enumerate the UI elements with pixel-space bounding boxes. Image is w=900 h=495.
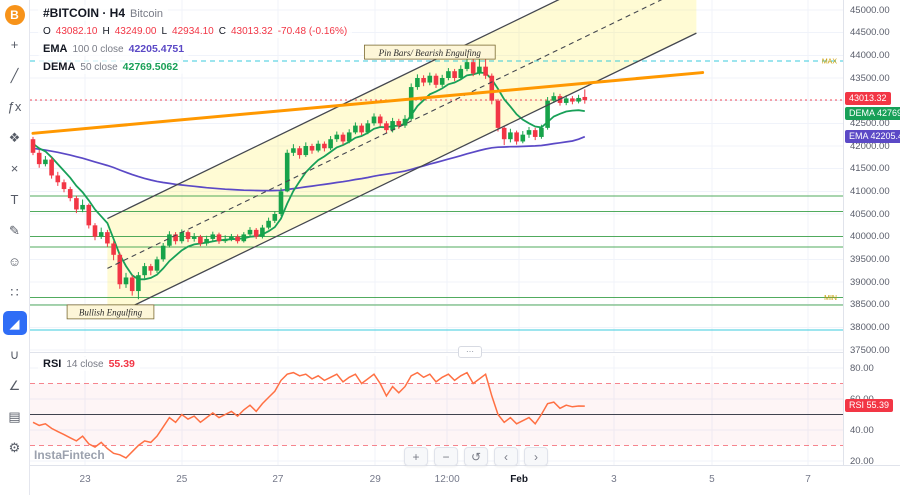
text-tool-icon[interactable]: T (10, 191, 19, 207)
rsi-axis-label: 20.00 (850, 455, 874, 467)
left-toolbar: B + ╱ ƒx ❖ × T ✎ ☺ ∷ ◢ ∪ ∠ ▤ ⚙ (0, 0, 30, 495)
price-axis-label: 40500.00 (850, 208, 890, 220)
price-axis-label: 41500.00 (850, 163, 890, 175)
time-axis-label: Feb (510, 474, 528, 485)
time-axis-label: 3 (611, 474, 617, 485)
pan-right-button[interactable]: › (524, 447, 548, 466)
rsi-axis-label: 60.00 (850, 394, 874, 405)
symbol-description: Bitcoin (130, 8, 164, 20)
price-pane: MAX MIN Pin Bars/ Bearish Engulfing Bullish… (30, 0, 843, 352)
low-value: 42934.10 (172, 26, 214, 37)
price-axis-label: 45000.00 (850, 4, 890, 16)
time-axis[interactable]: 23 25 27 29 12:00 Feb 3 5 7 (30, 465, 900, 495)
rsi-axis-label: 80.00 (850, 362, 874, 374)
ema-price-tag: EMA 42205.48 (845, 129, 900, 143)
high-label: H (102, 26, 110, 37)
change-value: -70.48 (-0.16%) (277, 26, 348, 37)
max-marker: MAX (822, 58, 838, 65)
channel-fill (107, 0, 697, 319)
last-price-tag: 43013.32 (845, 92, 891, 106)
brush-tool-icon[interactable]: ✎ (9, 222, 20, 238)
measure-tool-icon[interactable]: ◢ (2, 311, 27, 335)
ema-line (32, 135, 586, 192)
rsi-params: 14 close (66, 359, 104, 370)
zoom-in-button[interactable]: + (404, 447, 428, 466)
candlestick-series (30, 54, 588, 300)
ema-name: EMA (43, 43, 68, 55)
dema-indicator-row[interactable]: DEMA 50 close 42769.5062 (38, 60, 184, 74)
time-axis-label: 29 (369, 474, 381, 485)
time-axis-label: 7 (805, 474, 811, 485)
angle-tool-icon[interactable]: ∠ (8, 377, 21, 393)
rsi-axis-label: 40.00 (850, 424, 874, 436)
bars-pattern-tool-icon[interactable]: ∷ (10, 284, 19, 300)
rsi-value: 55.39 (108, 358, 135, 370)
close-label: C (218, 26, 226, 37)
zoom-out-button[interactable]: − (434, 447, 458, 466)
price-axis-label: 41000.00 (850, 185, 890, 197)
rsi-value-tag: RSI 55.39 (845, 399, 894, 413)
price-axis-label: 39000.00 (850, 276, 890, 288)
ohlc-row: O 43082.10 H 43249.00 L 42934.10 C 43013… (38, 25, 353, 38)
ema-params: 100 0 close (72, 44, 124, 55)
rsi-indicator-row[interactable]: RSI 14 close 55.39 (38, 357, 140, 375)
time-axis-label: 25 (176, 474, 188, 485)
price-axis-label: 38000.00 (850, 321, 890, 333)
chart-nav-controls: + − ↺ ‹ › (404, 447, 548, 466)
dema-value: 42769.5062 (122, 61, 179, 73)
annotation-pin-bars-bearish-engulfing[interactable]: Pin Bars/ Bearish Engulfing (363, 44, 496, 60)
object-tree-icon[interactable]: ▤ (8, 408, 21, 424)
price-axis-label: 44000.00 (850, 49, 890, 61)
pane-resize-handle[interactable]: ⋯ (458, 346, 482, 358)
open-value: 43082.10 (55, 26, 98, 37)
bitcoin-logo[interactable]: B (4, 5, 25, 25)
magnet-tool-icon[interactable]: ∪ (9, 346, 20, 362)
high-value: 43249.00 (114, 26, 157, 37)
price-axis-label: 38500.00 (850, 299, 890, 311)
price-axis[interactable]: 43013.32 DEMA 42769.51 EMA 42205.48 RSI … (843, 0, 900, 467)
emoji-tool-icon[interactable]: ☺ (7, 253, 22, 269)
main-chart[interactable]: MAX MIN Pin Bars/ Bearish Engulfing Bullish… (30, 0, 900, 495)
shapes-tool-icon[interactable]: ❖ (8, 129, 21, 145)
pan-left-button[interactable]: ‹ (494, 447, 518, 466)
svg-text:Pin Bars/ Bearish Engulfing: Pin Bars/ Bearish Engulfing (378, 48, 482, 58)
rsi-name: RSI (43, 358, 62, 370)
symbol-row[interactable]: #BITCOIN · H4 Bitcoin (38, 5, 169, 21)
symbol-title: #BITCOIN · H4 (43, 6, 126, 20)
crosshair-tool-icon[interactable]: + (10, 36, 19, 52)
price-axis-label: 39500.00 (850, 253, 890, 265)
rsi-pane (30, 356, 843, 465)
price-axis-label: 42500.00 (850, 117, 890, 129)
price-axis-label: 40000.00 (850, 231, 890, 243)
annotation-bullish-engulfing[interactable]: Bullish Engulfing (66, 304, 155, 320)
min-marker: MIN (824, 295, 837, 302)
time-axis-label: 5 (709, 474, 715, 485)
low-label: L (161, 26, 168, 37)
settings-icon[interactable]: ⚙ (8, 439, 21, 455)
ema-indicator-row[interactable]: EMA 100 0 close 42205.4751 (38, 42, 190, 56)
time-axis-label: 12:00 (434, 474, 460, 485)
instafintech-watermark: InstaFintech (34, 448, 105, 462)
price-axis-label: 43500.00 (850, 72, 890, 84)
dema-params: 50 close (80, 62, 118, 73)
price-axis-label: 44500.00 (850, 27, 890, 39)
trendline (31, 71, 705, 135)
reset-view-button[interactable]: ↺ (464, 447, 488, 466)
pattern-tool-icon[interactable]: × (10, 160, 19, 176)
fx-indicator-icon[interactable]: ƒx (7, 98, 22, 114)
svg-text:Bullish Engulfing: Bullish Engulfing (79, 308, 143, 318)
ema-value: 42205.4751 (128, 43, 185, 55)
chart-area: MAX MIN Pin Bars/ Bearish Engulfing Bullish… (30, 0, 900, 495)
price-axis-label: 42000.00 (850, 140, 890, 152)
open-label: O (43, 26, 51, 37)
rsi-line (32, 371, 585, 459)
dema-name: DEMA (43, 61, 76, 73)
chart-legend: #BITCOIN · H4 Bitcoin O 43082.10 H 43249… (38, 5, 353, 78)
time-axis-label: 23 (79, 474, 91, 485)
price-axis-label: 37500.00 (850, 344, 890, 356)
close-value: 43013.32 (230, 26, 273, 37)
dema-price-tag: DEMA 42769.51 (845, 107, 900, 121)
trendline-tool-icon[interactable]: ╱ (10, 67, 19, 83)
time-axis-label: 27 (272, 474, 284, 485)
